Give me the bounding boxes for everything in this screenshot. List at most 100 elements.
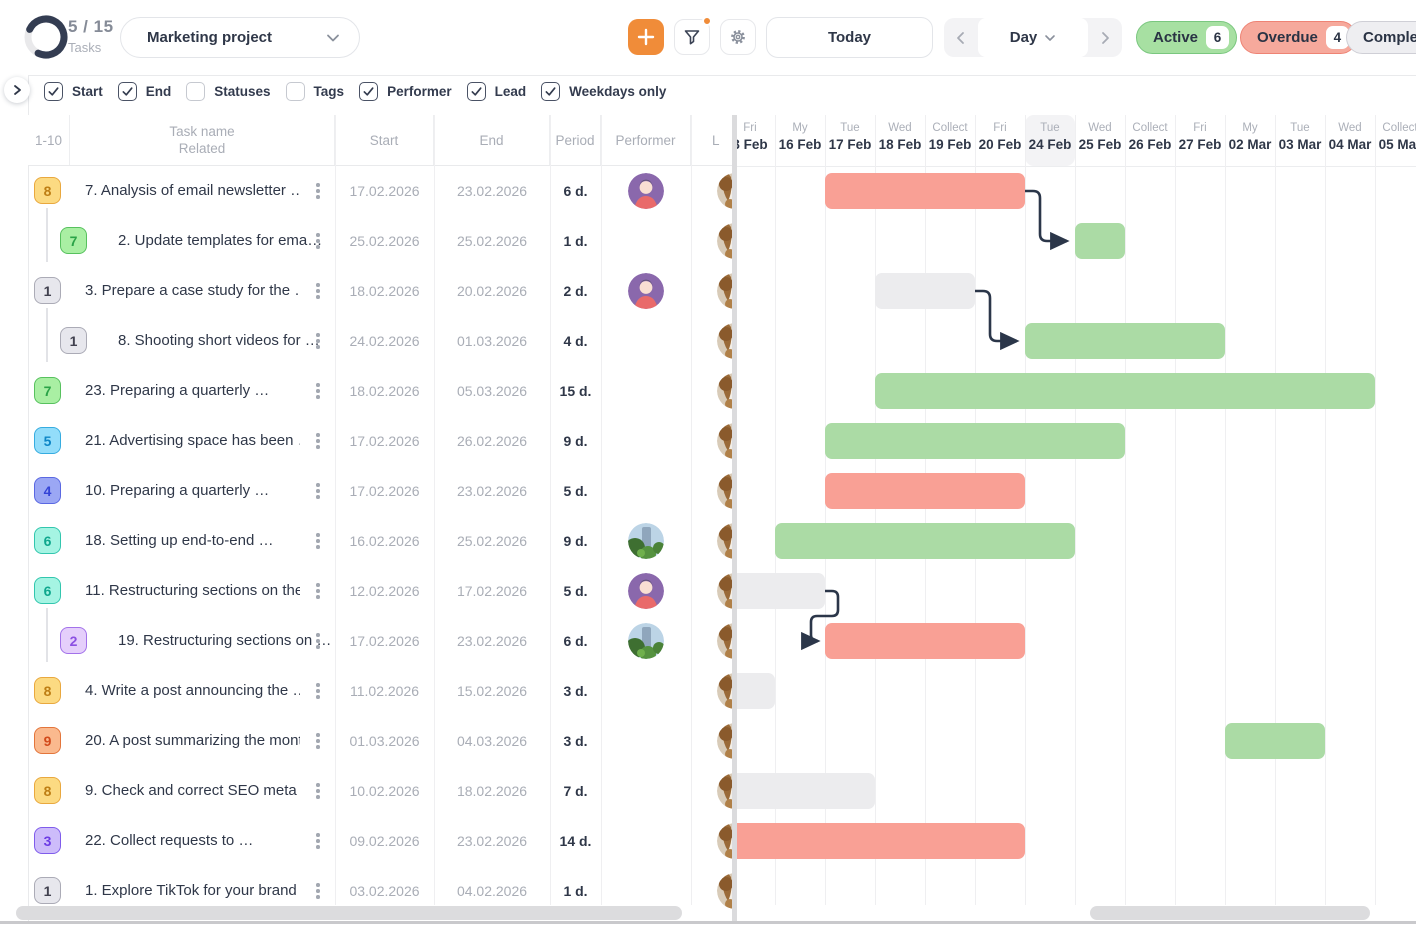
task-row[interactable]: 2 19. Restructuring sections on … 17.02.20… [28, 608, 753, 666]
gantt-bar-gray-row-9[interactable] [735, 573, 825, 609]
task-name[interactable]: 3. Prepare a case study for the … [85, 282, 300, 299]
task-row[interactable]: 9 20. A post summarizing the mont… 01.03.2… [28, 716, 753, 766]
gantt-bar-green-row-2[interactable] [1075, 223, 1125, 259]
task-row[interactable]: 7 23. Preparing a quarterly … 18.02.2026 05… [28, 366, 753, 416]
task-name[interactable]: 7. Analysis of email newsletter … [85, 182, 300, 199]
settings-button[interactable] [720, 19, 756, 55]
filter-option-statuses[interactable]: Statuses [186, 82, 271, 101]
project-selector[interactable]: Marketing project [120, 17, 360, 58]
task-row[interactable]: 1 8. Shooting short videos for … 24.02.202… [28, 308, 753, 366]
task-row[interactable]: 8 4. Write a post announcing the … 11.02.2… [28, 666, 753, 716]
gantt-bar-red-row-7[interactable] [825, 473, 1025, 509]
task-name[interactable]: 8. Shooting short videos for … [118, 332, 320, 349]
task-menu-button[interactable] [311, 730, 325, 752]
gantt-bar-gray-row-3[interactable] [875, 273, 975, 309]
filter-option-start[interactable]: Start [44, 82, 103, 101]
checkbox[interactable] [44, 82, 63, 101]
add-task-button[interactable] [628, 19, 664, 55]
active-filter-pill[interactable]: Active 6 [1136, 21, 1238, 54]
date-navigation: Day [944, 18, 1122, 57]
gantt-bar-gray-row-13[interactable] [735, 773, 875, 809]
task-menu-button[interactable] [311, 230, 325, 252]
collapse-panel-button[interactable] [4, 77, 30, 103]
checkbox[interactable] [359, 82, 379, 101]
gantt-bar-gray-row-11[interactable] [735, 673, 775, 709]
task-row[interactable]: 6 18. Setting up end-to-end … 16.02.2026 25… [28, 516, 753, 566]
gantt-weekday-label: Collect [1132, 122, 1168, 134]
task-name[interactable]: 22. Collect requests to … [85, 832, 254, 849]
task-menu-button[interactable] [311, 430, 325, 452]
table-horizontal-scrollbar[interactable] [16, 906, 682, 920]
task-name[interactable]: 20. A post summarizing the mont… [85, 732, 300, 749]
gantt-bar-green-row-4[interactable] [1025, 323, 1225, 359]
performer-avatar[interactable] [628, 573, 664, 609]
gantt-bar-green-row-12[interactable] [1225, 723, 1325, 759]
task-row[interactable]: 6 11. Restructuring sections on the … 12.0… [28, 566, 753, 616]
performer-avatar[interactable] [628, 273, 664, 309]
task-name[interactable]: 10. Preparing a quarterly … [85, 482, 270, 499]
checkbox[interactable] [117, 82, 137, 101]
today-button[interactable]: Today [766, 17, 933, 58]
performer-avatar[interactable] [628, 173, 664, 209]
task-row[interactable]: 3 22. Collect requests to … 09.02.2026 23.0… [28, 816, 753, 866]
task-row[interactable]: 1 3. Prepare a case study for the … 18.02.… [28, 266, 753, 316]
task-row[interactable]: 8 7. Analysis of email newsletter … 17.02.… [28, 166, 753, 216]
task-row[interactable]: 4 10. Preparing a quarterly … 17.02.2026 23… [28, 466, 753, 516]
task-menu-button[interactable] [311, 680, 325, 702]
checkbox[interactable] [466, 82, 486, 101]
task-row[interactable]: 8 9. Check and correct SEO meta … 10.02.20… [28, 766, 753, 816]
task-menu-button[interactable] [311, 830, 325, 852]
prev-period-button[interactable] [944, 18, 978, 57]
completed-filter-pill[interactable]: Comple [1346, 21, 1416, 54]
checkbox[interactable] [285, 82, 305, 101]
filter-option-weekdays-only[interactable]: Weekdays only [541, 82, 666, 101]
gantt-bar-red-row-10[interactable] [825, 623, 1025, 659]
gantt-gridline [775, 115, 776, 905]
task-name[interactable]: 19. Restructuring sections on … [118, 632, 332, 649]
performer-avatar[interactable] [628, 623, 664, 659]
filter-button[interactable] [674, 16, 712, 55]
task-start-date: 17.02.2026 [349, 483, 420, 499]
task-menu-button[interactable] [311, 330, 325, 352]
filter-option-tags[interactable]: Tags [285, 82, 344, 101]
active-count: 6 [1206, 26, 1230, 49]
task-menu-button[interactable] [311, 480, 325, 502]
task-name[interactable]: 21. Advertising space has been … [85, 432, 300, 449]
task-menu-button[interactable] [311, 580, 325, 602]
filter-option-end[interactable]: End [117, 82, 171, 101]
task-menu-button[interactable] [311, 180, 325, 202]
task-name[interactable]: 9. Check and correct SEO meta … [85, 782, 300, 799]
overdue-filter-pill[interactable]: Overdue 4 [1240, 21, 1357, 54]
task-menu-button[interactable] [311, 780, 325, 802]
checkbox[interactable] [186, 82, 206, 101]
gantt-bar-green-row-6[interactable] [825, 423, 1125, 459]
gantt-date-label: 03 Mar [1278, 137, 1322, 152]
checkbox[interactable] [541, 82, 561, 101]
filter-option-performer[interactable]: Performer [359, 82, 452, 101]
scale-selector[interactable]: Day [978, 18, 1088, 57]
gantt-bar-green-row-8[interactable] [775, 523, 1075, 559]
task-name[interactable]: 23. Preparing a quarterly … [85, 382, 270, 399]
next-period-button[interactable] [1088, 18, 1122, 57]
filter-option-lead[interactable]: Lead [466, 82, 526, 101]
task-row[interactable]: 7 2. Update templates for ema… 25.02.2026 2… [28, 208, 753, 266]
task-name[interactable]: 1. Explore TikTok for your brand [85, 882, 297, 899]
performer-avatar[interactable] [628, 523, 664, 559]
gantt-horizontal-scrollbar[interactable] [1090, 906, 1370, 920]
task-menu-button[interactable] [311, 280, 325, 302]
task-name[interactable]: 11. Restructuring sections on the … [85, 582, 300, 599]
gantt-bar-green-row-5[interactable] [875, 373, 1375, 409]
task-row[interactable]: 5 21. Advertising space has been … 17.02.2… [28, 416, 753, 466]
gantt-bar-red-row-1[interactable] [825, 173, 1025, 209]
task-menu-button[interactable] [311, 880, 325, 902]
column-header-period: Period [550, 115, 601, 165]
subtask-guide-line [46, 208, 48, 262]
task-menu-button[interactable] [311, 530, 325, 552]
panel-resize-divider[interactable] [732, 115, 737, 922]
task-name[interactable]: 18. Setting up end-to-end … [85, 532, 274, 549]
task-name[interactable]: 4. Write a post announcing the … [85, 682, 300, 699]
task-menu-button[interactable] [311, 380, 325, 402]
gantt-bar-red-row-14[interactable] [735, 823, 1025, 859]
task-name[interactable]: 2. Update templates for ema… [118, 232, 323, 249]
task-menu-button[interactable] [311, 630, 325, 652]
